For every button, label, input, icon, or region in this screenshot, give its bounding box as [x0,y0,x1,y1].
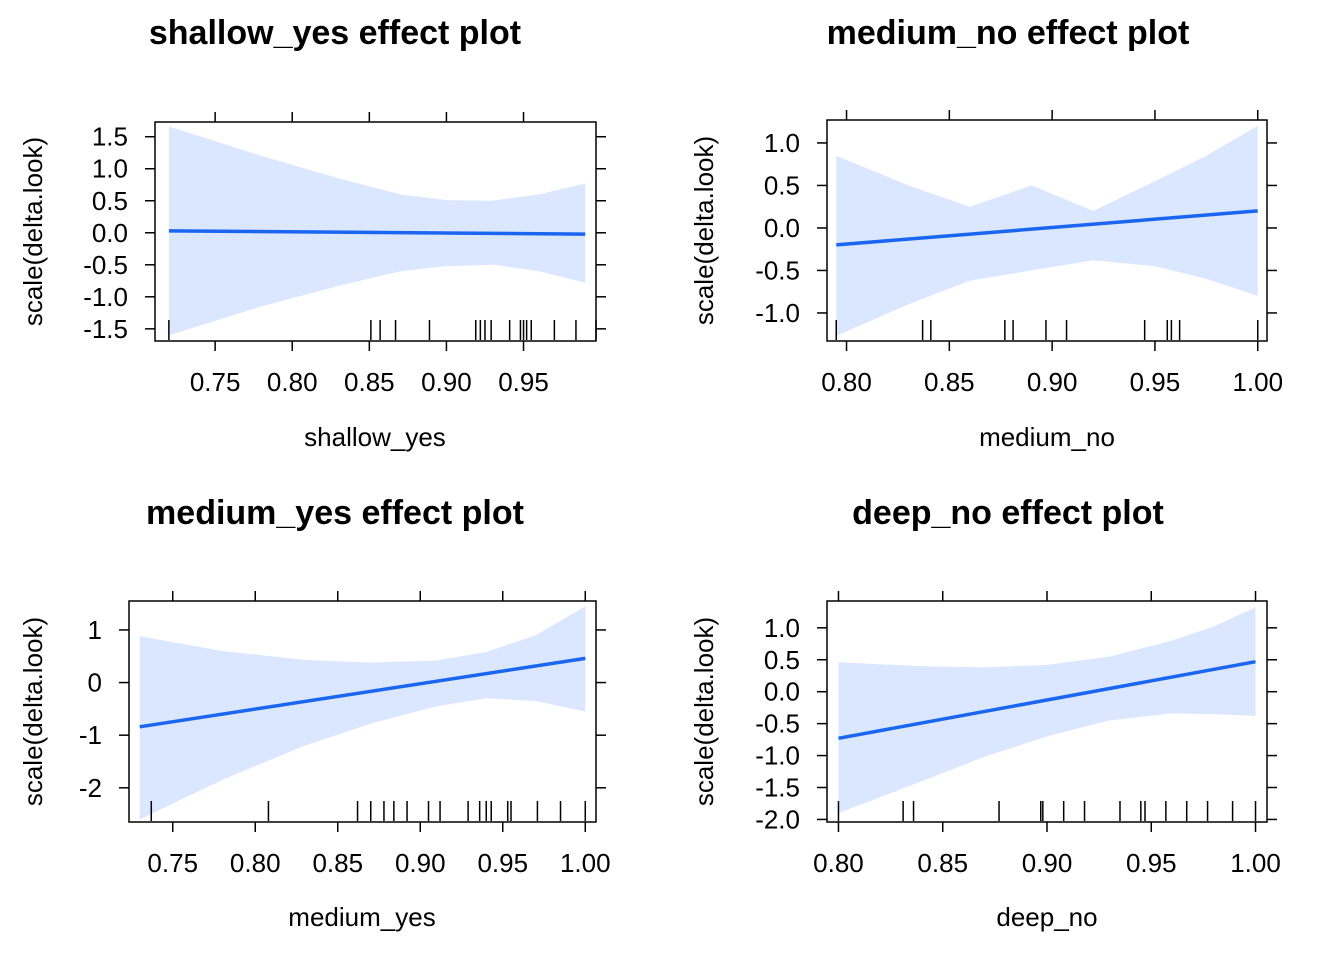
y-tick-label: -1.5 [83,314,128,344]
plot-frame [128,600,597,823]
x-tick-label: 0.95 [498,367,549,397]
effect-plot-panel: deep_no effect plot 0.80 0.85 0.90 0.95 1.00 -… [689,494,1281,932]
confidence-band [836,125,1258,336]
y-tick-label: -1.0 [755,298,800,328]
panel-title: medium_yes effect plot [146,494,524,532]
y-tick-label: 1.0 [92,154,128,184]
fit-line [836,209,1258,247]
y-tick-label: 1.0 [764,128,800,158]
x-tick-label: 0.80 [813,848,864,878]
effect-plot-panel: shallow_yes effect plot 0.75 0.80 0.85 0.90 0… [18,14,606,452]
x-tick-label: 0.95 [477,848,528,878]
x-tick-label: 0.85 [917,848,968,878]
y-tick-label: -0.5 [755,255,800,285]
y-tick-label: -2 [79,773,102,803]
y-tick-label: -1.5 [755,773,800,803]
x-tick-label: 1.00 [1230,848,1281,878]
x-axis-label: deep_no [996,902,1097,932]
y-axis-label: scale(delta.look) [18,137,48,326]
x-axis-label: shallow_yes [304,422,446,452]
x-tick-label: 0.85 [344,367,395,397]
x-tick-label: 0.95 [1130,367,1181,397]
y-axis-label: scale(delta.look) [689,136,719,325]
x-tick-label: 0.80 [821,367,872,397]
x-tick-label: 0.90 [1022,848,1073,878]
y-tick-label: 0.0 [764,677,800,707]
y-tick-label: 0 [88,668,102,698]
x-tick-label: 0.95 [1126,848,1177,878]
y-tick-label: 0.5 [764,645,800,675]
y-tick-label: -1.0 [83,282,128,312]
panel-title: shallow_yes effect plot [149,14,521,52]
y-tick-label: 0.0 [92,218,128,248]
y-tick-label: 0.5 [764,170,800,200]
x-tick-label: 0.90 [395,848,446,878]
x-axis-label: medium_no [979,422,1115,452]
y-tick-label: -0.5 [83,250,128,280]
x-tick-label: 0.85 [924,367,975,397]
plot-frame [826,119,1268,342]
y-tick-label: 0.5 [92,186,128,216]
y-axis-label: scale(delta.look) [689,617,719,806]
x-tick-label: 0.75 [190,367,241,397]
confidence-band [139,606,586,820]
y-tick-label: -2.0 [755,804,800,834]
x-tick-label: 0.90 [1027,367,1078,397]
y-axis-label: scale(delta.look) [18,617,48,806]
x-tick-label: 0.75 [147,848,198,878]
fit-line [168,229,586,236]
x-tick-label: 0.90 [421,367,472,397]
y-tick-label: -1 [79,720,102,750]
confidence-band [838,607,1256,814]
y-tick-label: -0.5 [755,709,800,739]
y-tick-label: 1.0 [764,613,800,643]
x-axis-label: medium_yes [288,902,435,932]
y-tick-label: 0.0 [764,213,800,243]
panel-title: deep_no effect plot [852,494,1164,532]
x-tick-label: 1.00 [560,848,611,878]
y-tick-label: -1.0 [755,741,800,771]
x-tick-label: 0.85 [312,848,363,878]
y-tick-label: 1 [88,615,102,645]
x-tick-label: 0.80 [267,367,318,397]
fit-line [838,659,1256,741]
y-tick-label: 1.5 [92,122,128,152]
fit-line [139,656,586,729]
x-tick-label: 0.80 [230,848,281,878]
x-tick-label: 1.00 [1232,367,1283,397]
effect-plot-panel: medium_yes effect plot 0.75 0.80 0.85 0.90 0.… [18,494,611,932]
effect-plot-panel: medium_no effect plot 0.80 0.85 0.90 0.95 1.0… [689,14,1283,452]
plot-frame [154,121,597,342]
panel-title: medium_no effect plot [827,14,1190,52]
